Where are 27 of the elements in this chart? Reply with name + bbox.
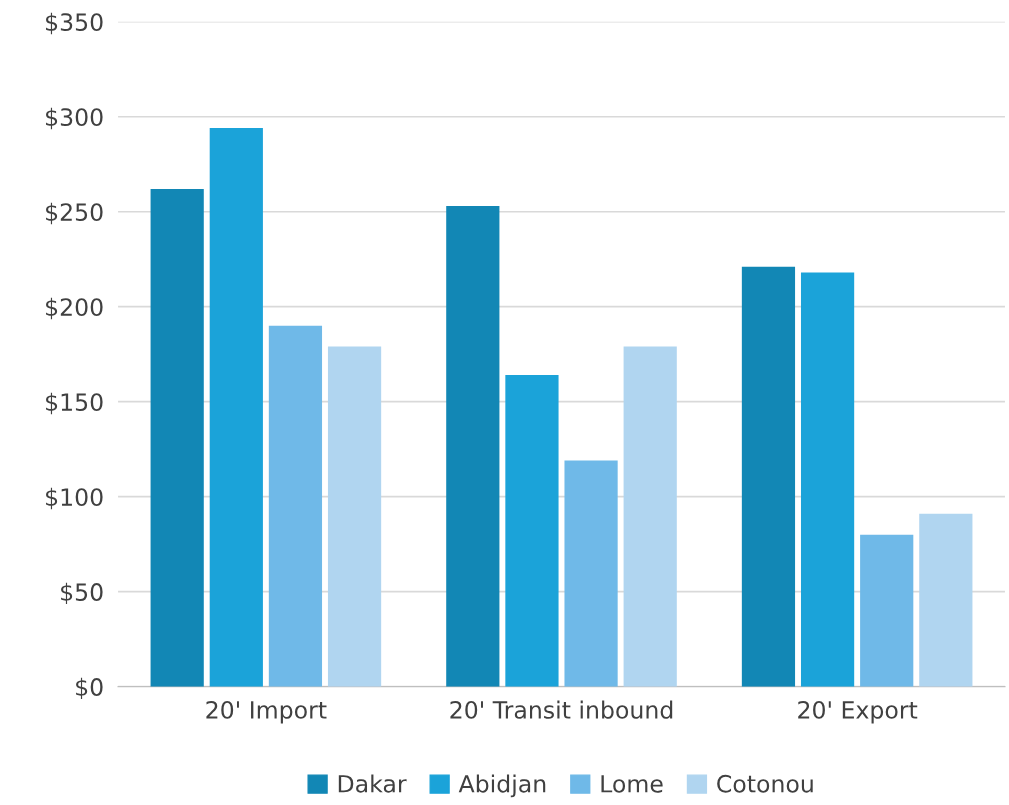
legend-label: Lome: [601, 775, 663, 793]
bar: [860, 534, 914, 687]
bar: [623, 346, 677, 687]
y-tick-label: $150: [46, 392, 103, 415]
y-tick-label: $50: [61, 582, 103, 605]
y-tick-label: $350: [46, 12, 103, 35]
bar: [268, 325, 323, 687]
x-tick-label: 20' Import: [206, 700, 327, 724]
y-tick-label: $100: [46, 487, 103, 510]
bar: [741, 266, 796, 687]
bar: [800, 272, 855, 687]
bar: [209, 128, 263, 687]
bar: [150, 188, 204, 687]
legend-label: Dakar: [338, 774, 407, 793]
x-tick-label: 20' Export: [798, 700, 918, 724]
legend-label: Abidjan: [458, 774, 546, 798]
y-tick-label: $300: [46, 107, 103, 130]
legend-label: Cotonou: [717, 774, 813, 793]
y-tick-label: $200: [46, 297, 103, 320]
bar: [327, 346, 382, 687]
bar: [505, 375, 559, 687]
y-tick-label: $0: [76, 677, 103, 700]
bar: [446, 206, 500, 687]
y-tick-label: $250: [46, 202, 103, 225]
bar: [919, 513, 973, 687]
x-tick-label: 20' Transit inbound: [450, 700, 673, 719]
bar: [564, 460, 618, 687]
